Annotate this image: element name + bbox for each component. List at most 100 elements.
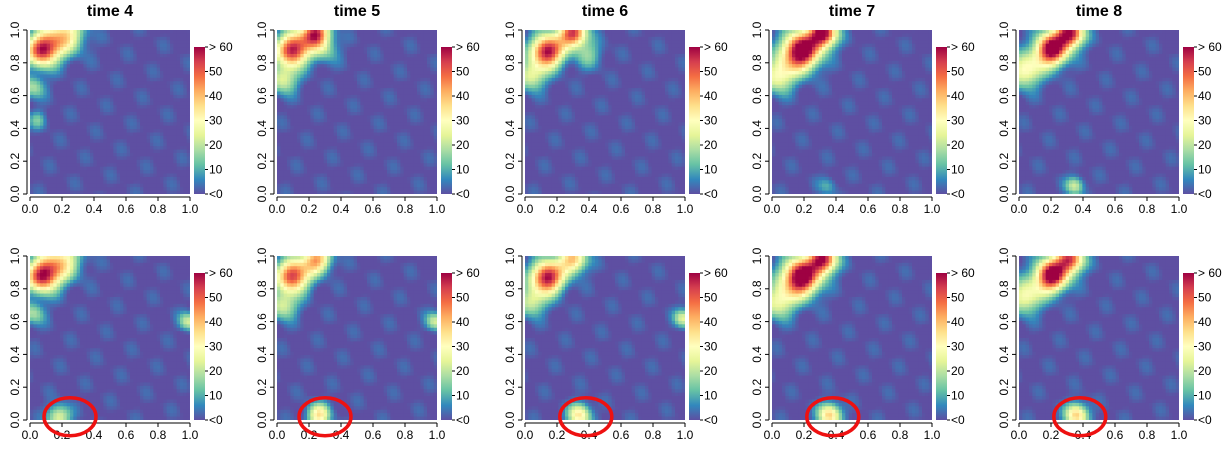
heatmap-cell (56, 112, 61, 117)
heatmap-cell (86, 163, 91, 168)
heatmap-cell (423, 180, 428, 185)
heatmap-cell (277, 180, 281, 185)
colorbar-label: 50 (209, 65, 223, 79)
heatmap-cell (370, 115, 375, 120)
heatmap-cell (70, 176, 74, 181)
heatmap-cell (390, 159, 395, 164)
heatmap-cell (340, 98, 345, 103)
heatmap-cell (40, 156, 44, 161)
heatmap-cell (83, 125, 88, 130)
heatmap-cell (120, 156, 124, 161)
heatmap-cell (387, 118, 391, 123)
heatmap-cell (160, 84, 164, 89)
heatmap-cell (350, 156, 355, 161)
heatmap-cell (310, 43, 315, 48)
heatmap-cell (110, 132, 114, 137)
heatmap-cell (277, 163, 281, 168)
heatmap-cell (176, 112, 181, 117)
heatmap-cell (103, 81, 108, 86)
heatmap-cell (140, 112, 144, 117)
heatmap-cell (373, 57, 378, 62)
heatmap-cell (370, 163, 375, 168)
heatmap-cell (80, 132, 84, 137)
heatmap-cell (63, 112, 68, 117)
heatmap-cell (370, 122, 375, 127)
heatmap-cell (53, 71, 58, 76)
heatmap-cell (63, 81, 68, 86)
heatmap-cell (70, 64, 74, 69)
heatmap-cell (367, 88, 371, 93)
heatmap-cell (33, 118, 38, 123)
heatmap-cell (290, 176, 295, 181)
heatmap-cell (297, 153, 301, 158)
heatmap-cell (123, 183, 128, 188)
heatmap-cell (420, 36, 425, 41)
heatmap-cell (116, 91, 121, 96)
heatmap-cell (150, 43, 154, 48)
heatmap-cell (297, 57, 301, 62)
heatmap-cell (363, 77, 368, 82)
heatmap-cell (283, 67, 288, 72)
heatmap-cell (343, 50, 348, 55)
heatmap-cell (420, 47, 425, 52)
heatmap-cell (283, 57, 288, 62)
heatmap-cell (313, 149, 318, 154)
heatmap-cell (63, 132, 68, 137)
heatmap-cell (353, 36, 358, 41)
heatmap-cell (293, 43, 298, 48)
heatmap-cell (568, 47, 573, 52)
heatmap-cell (383, 118, 388, 123)
heatmap-cell (170, 173, 174, 178)
heatmap-cell (413, 94, 418, 99)
heatmap-cell (558, 33, 563, 38)
heatmap-cell (163, 71, 168, 76)
heatmap-cell (93, 166, 98, 171)
heatmap-cell (186, 183, 190, 188)
heatmap-cell (373, 43, 378, 48)
heatmap-cell (578, 40, 583, 45)
heatmap-cell (423, 173, 428, 178)
heatmap-cell (383, 81, 388, 86)
heatmap-cell (46, 166, 51, 171)
heatmap-cell (380, 43, 385, 48)
heatmap-cell (170, 101, 174, 106)
heatmap-cell (103, 122, 108, 127)
heatmap-cell (387, 135, 391, 140)
heatmap-cell (541, 33, 546, 38)
heatmap-cell (186, 88, 190, 93)
heatmap-cell (83, 149, 88, 154)
heatmap-cell (106, 173, 111, 178)
heatmap-cell (100, 36, 104, 41)
heatmap-cell (343, 122, 348, 127)
heatmap-cell (63, 91, 68, 96)
heatmap-cell (146, 50, 151, 55)
heatmap-cell (120, 190, 124, 194)
heatmap-cell (66, 156, 71, 161)
heatmap-cell (307, 166, 311, 171)
heatmap-cell (283, 129, 288, 134)
heatmap-cell (377, 190, 381, 194)
heatmap-cell (63, 94, 68, 99)
heatmap-cell (50, 40, 54, 45)
heatmap-cell (110, 67, 114, 72)
heatmap-cell (90, 91, 94, 96)
heatmap-cell (403, 30, 408, 35)
heatmap-cell (327, 60, 331, 65)
heatmap-cell (430, 149, 435, 154)
panel-2: time 50.0 0.2 0.4 0.6 0.8 1.00.00.20.40.60.81… (255, 3, 480, 216)
heatmap-cell (110, 176, 114, 181)
heatmap-cell (63, 146, 68, 151)
heatmap-cell (36, 36, 41, 41)
heatmap-cell (143, 60, 148, 65)
heatmap-cell (280, 153, 285, 158)
heatmap-cell (133, 77, 138, 82)
heatmap-cell (96, 173, 101, 178)
heatmap-cell (46, 43, 51, 48)
heatmap-cell (423, 105, 428, 110)
heatmap-cell (377, 40, 381, 45)
heatmap-cell (297, 173, 301, 178)
heatmap-cell (390, 187, 395, 192)
heatmap-cell (66, 30, 71, 35)
heatmap-cell (420, 74, 425, 79)
heatmap-cell (423, 50, 428, 55)
